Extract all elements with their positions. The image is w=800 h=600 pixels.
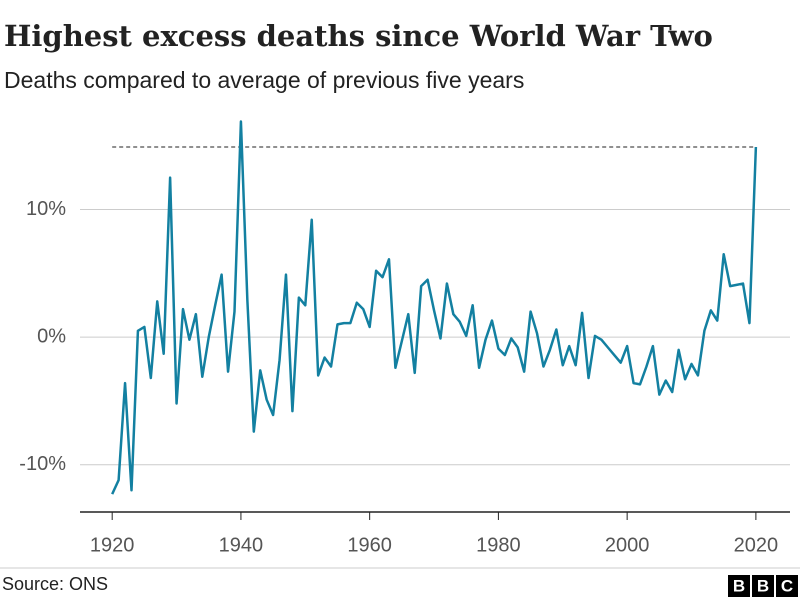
x-tick-label: 1920 xyxy=(90,534,135,556)
logo-box xyxy=(752,575,774,597)
x-tick-label: 2020 xyxy=(734,534,779,556)
source: Source: ONS xyxy=(2,574,108,594)
x-tick-label: 2000 xyxy=(605,534,650,556)
logo: B B C xyxy=(728,575,798,597)
chart-title: Highest excess deaths since World War Tw… xyxy=(4,19,713,53)
x-tick-label: 1960 xyxy=(347,534,392,556)
logo-box xyxy=(728,575,750,597)
logo-box xyxy=(776,575,798,597)
y-tick-label: 0% xyxy=(37,325,66,347)
y-tick-label: -10% xyxy=(19,453,66,475)
logo-letter: B xyxy=(733,576,745,595)
chart-subtitle: Deaths compared to average of previous f… xyxy=(4,67,524,93)
x-tick-label: 1940 xyxy=(219,534,264,556)
logo-letter: B xyxy=(757,576,769,595)
y-tick-label: 10% xyxy=(26,198,66,220)
x-tick-label: 1980 xyxy=(476,534,521,556)
logo-letter: C xyxy=(781,576,793,595)
data-line xyxy=(111,120,758,495)
